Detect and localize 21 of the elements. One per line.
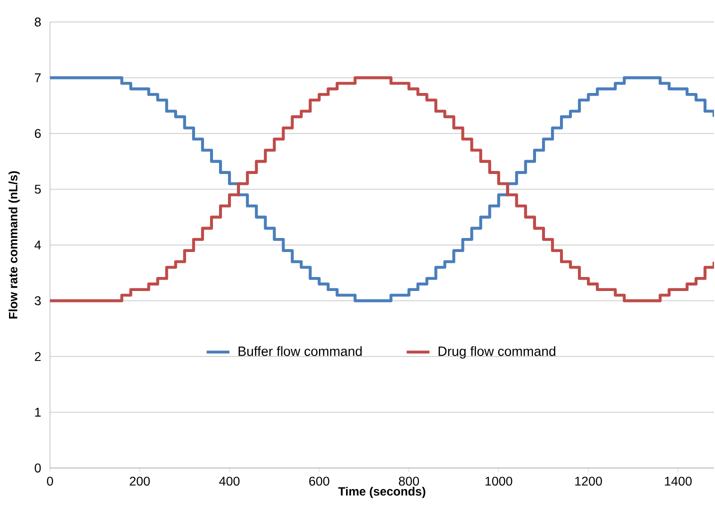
legend-label: Buffer flow command (238, 346, 362, 356)
x-tick-label: 200 (130, 476, 150, 486)
x-tick-label: 600 (309, 476, 330, 486)
x-tick-label: 1400 (664, 476, 692, 486)
y-tick-label: 0 (34, 464, 41, 472)
legend-label: Drug flow command (438, 346, 556, 359)
x-axis-title: Time (seconds) (338, 486, 426, 498)
y-tick-label: 2 (34, 352, 41, 361)
x-tick-label: 0 (46, 476, 54, 486)
x-tick-label: 400 (219, 476, 240, 486)
y-tick-label: 1 (35, 408, 41, 417)
y-tick-label: 5 (34, 184, 41, 194)
y-tick-label: 6 (34, 129, 41, 138)
x-tick-label: 800 (398, 476, 419, 486)
y-tick-label: 4 (34, 240, 41, 250)
y-tick-label: 8 (34, 18, 41, 26)
y-tick-label: 3 (34, 296, 41, 306)
y-tick-label: 7 (34, 73, 41, 82)
x-tick-label: 1000 (486, 476, 512, 486)
y-axis-title: Flow rate command (nL/s) (8, 171, 20, 319)
x-tick-label: 1200 (575, 476, 602, 486)
